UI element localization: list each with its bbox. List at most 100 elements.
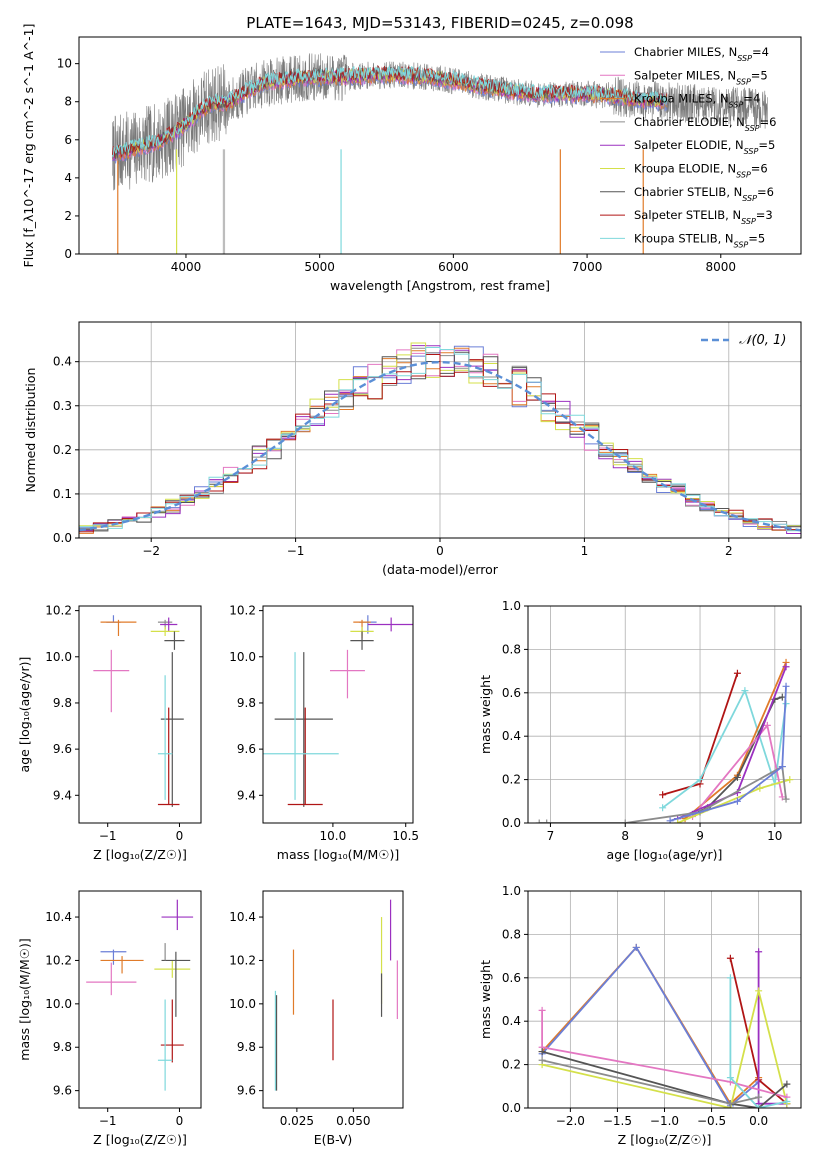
legend-suffix: =6 xyxy=(757,185,774,199)
legend-sub: SSP xyxy=(745,123,760,132)
series-salpeter-elodie xyxy=(757,951,787,1105)
point-marker xyxy=(778,763,786,771)
y-tick-label: 9.4 xyxy=(53,788,72,802)
point-marker xyxy=(755,948,763,956)
plot-area xyxy=(528,606,801,823)
y-axis-label: mass weight xyxy=(478,960,493,1039)
x-tick-label: −2.0 xyxy=(556,1114,585,1128)
x-tick-label: −2 xyxy=(142,544,160,558)
x-tick-label: 0 xyxy=(176,1114,184,1128)
y-axis-label: age [log₁₀(age/yr)] xyxy=(17,657,32,773)
gaussian-curve xyxy=(79,360,801,532)
x-tick-label: 0.050 xyxy=(336,1114,370,1128)
point-marker xyxy=(543,819,551,823)
panel-weight_vs_age: 7 8 9 10 0.0 0.2 0.4 0.6 0.8 1.0 age [log₁₀(age/yr… xyxy=(478,599,802,862)
y-tick-label: 10.2 xyxy=(229,604,256,618)
point-marker xyxy=(726,1100,734,1108)
y-tick-label: 10 xyxy=(57,57,72,71)
x-axis-label: (data-model)/error xyxy=(382,562,499,577)
legend-label: Chabrier MILES, NSSP=4 xyxy=(634,45,769,63)
y-tick-label: 0.6 xyxy=(502,971,521,985)
plot-area xyxy=(528,891,801,1108)
x-axis-label: age [log₁₀(age/yr)] xyxy=(607,847,723,862)
series-salpeter-miles xyxy=(541,1010,788,1099)
point-marker xyxy=(538,1006,546,1014)
point-marker xyxy=(726,954,734,962)
series-kroupa-elodie xyxy=(541,990,788,1108)
legend-sub: SSP xyxy=(736,170,751,179)
y-tick-label: 2 xyxy=(64,209,72,223)
legend: Chabrier MILES, NSSP=4 Salpeter MILES, NS… xyxy=(600,45,776,249)
legend-suffix: =3 xyxy=(756,208,773,222)
x-tick-label: −1.5 xyxy=(603,1114,632,1128)
axes-frame xyxy=(527,605,802,824)
point-marker xyxy=(726,1074,734,1082)
x-tick-label: 10 xyxy=(767,829,782,843)
x-tick-label: 8000 xyxy=(706,260,737,274)
legend-sub: SSP xyxy=(736,77,751,86)
x-tick-label: 7000 xyxy=(572,260,603,274)
y-tick-label: 0.2 xyxy=(502,773,521,787)
figure-title: PLATE=1643, MJD=53143, FIBERID=0245, z=0… xyxy=(246,14,633,32)
point-marker xyxy=(783,1097,791,1105)
point-marker xyxy=(733,669,741,677)
legend-suffix: =6 xyxy=(751,162,768,176)
model-kroupa-stelib xyxy=(111,65,668,158)
y-tick-label: 0.0 xyxy=(53,531,72,545)
x-tick-label: 0.0 xyxy=(749,1114,768,1128)
legend-suffix: =6 xyxy=(760,115,777,129)
legend-suffix: =4 xyxy=(752,45,769,59)
point-marker xyxy=(696,776,704,784)
legend-label: Salpeter STELIB, NSSP=3 xyxy=(634,208,773,226)
y-tick-label: 9.6 xyxy=(237,742,256,756)
y-tick-label: 10.0 xyxy=(229,650,256,664)
model-salpeter-stelib xyxy=(111,64,668,159)
x-tick-label: 0 xyxy=(436,544,444,558)
panel-weight_vs_Z: −2.0 −1.5 −1.0 −0.5 0.0 0.0 0.2 0.4 0.6 0.8 1.0 Z [… xyxy=(478,884,802,1147)
series-chabrier-elodie xyxy=(539,765,787,823)
panel-age_vs_Z: −1 0 9.4 9.6 9.8 10.0 10.2 Z [log₁₀(Z/Z☉)] age [… xyxy=(17,604,202,862)
x-tick-label: 4000 xyxy=(171,260,202,274)
y-tick-label: 0.8 xyxy=(502,927,521,941)
axes-frame xyxy=(262,605,414,824)
x-tick-label: 9 xyxy=(696,829,704,843)
point-marker xyxy=(733,773,741,781)
y-tick-label: 10.2 xyxy=(45,604,72,618)
y-tick-label: 9.6 xyxy=(53,742,72,756)
x-axis-label: Z [log₁₀(Z/Z☉)] xyxy=(93,847,187,862)
axes-frame xyxy=(78,890,202,1109)
y-tick-label: 9.6 xyxy=(237,1084,256,1098)
point-marker xyxy=(755,987,763,995)
point-marker xyxy=(674,819,682,823)
panel-mass_vs_Z: −1 0 9.6 9.8 10.0 10.2 10.4 Z [log₁₀(Z/Z☉)] mass… xyxy=(17,890,202,1147)
point-marker xyxy=(666,817,674,823)
x-tick-label: −1 xyxy=(287,544,305,558)
point-marker xyxy=(659,791,667,799)
legend-label: Salpeter MILES, NSSP=5 xyxy=(634,68,768,86)
x-tick-label: −1 xyxy=(99,1114,117,1128)
panel-age_vs_mass: 10.0 10.5 9.4 9.6 9.8 10.0 10.2 mass [log₁₀(M/M… xyxy=(229,604,419,862)
x-tick-label: 0.025 xyxy=(280,1114,314,1128)
y-tick-label: 9.8 xyxy=(53,696,72,710)
legend-sub: SSP xyxy=(729,100,744,109)
y-tick-label: 0.1 xyxy=(53,487,72,501)
legend-sub: SSP xyxy=(744,147,759,156)
series-chabrier-stelib xyxy=(541,1050,788,1108)
y-tick-label: 9.8 xyxy=(53,1040,72,1054)
y-tick-label: 0.4 xyxy=(502,729,521,743)
x-tick-label: −1.0 xyxy=(650,1114,679,1128)
y-tick-label: 0.0 xyxy=(502,816,521,830)
panel-spectrum: 4000 5000 6000 7000 8000 0 2 4 6 8 10 wavelength [A… xyxy=(21,24,802,293)
y-tick-label: 10.0 xyxy=(45,997,72,1011)
legend-sub: SSP xyxy=(737,54,752,63)
x-tick-label: 7 xyxy=(547,829,555,843)
y-tick-label: 9.6 xyxy=(53,1084,72,1098)
legend-suffix: =5 xyxy=(748,231,765,245)
x-tick-label: 10.5 xyxy=(392,829,419,843)
legend-label: Kroupa ELODIE, NSSP=6 xyxy=(634,162,768,180)
point-marker xyxy=(782,663,790,671)
x-axis-label: wavelength [Angstrom, rest frame] xyxy=(330,278,550,293)
series-chabrier-stelib xyxy=(692,696,783,816)
y-tick-label: 9.8 xyxy=(237,1040,256,1054)
